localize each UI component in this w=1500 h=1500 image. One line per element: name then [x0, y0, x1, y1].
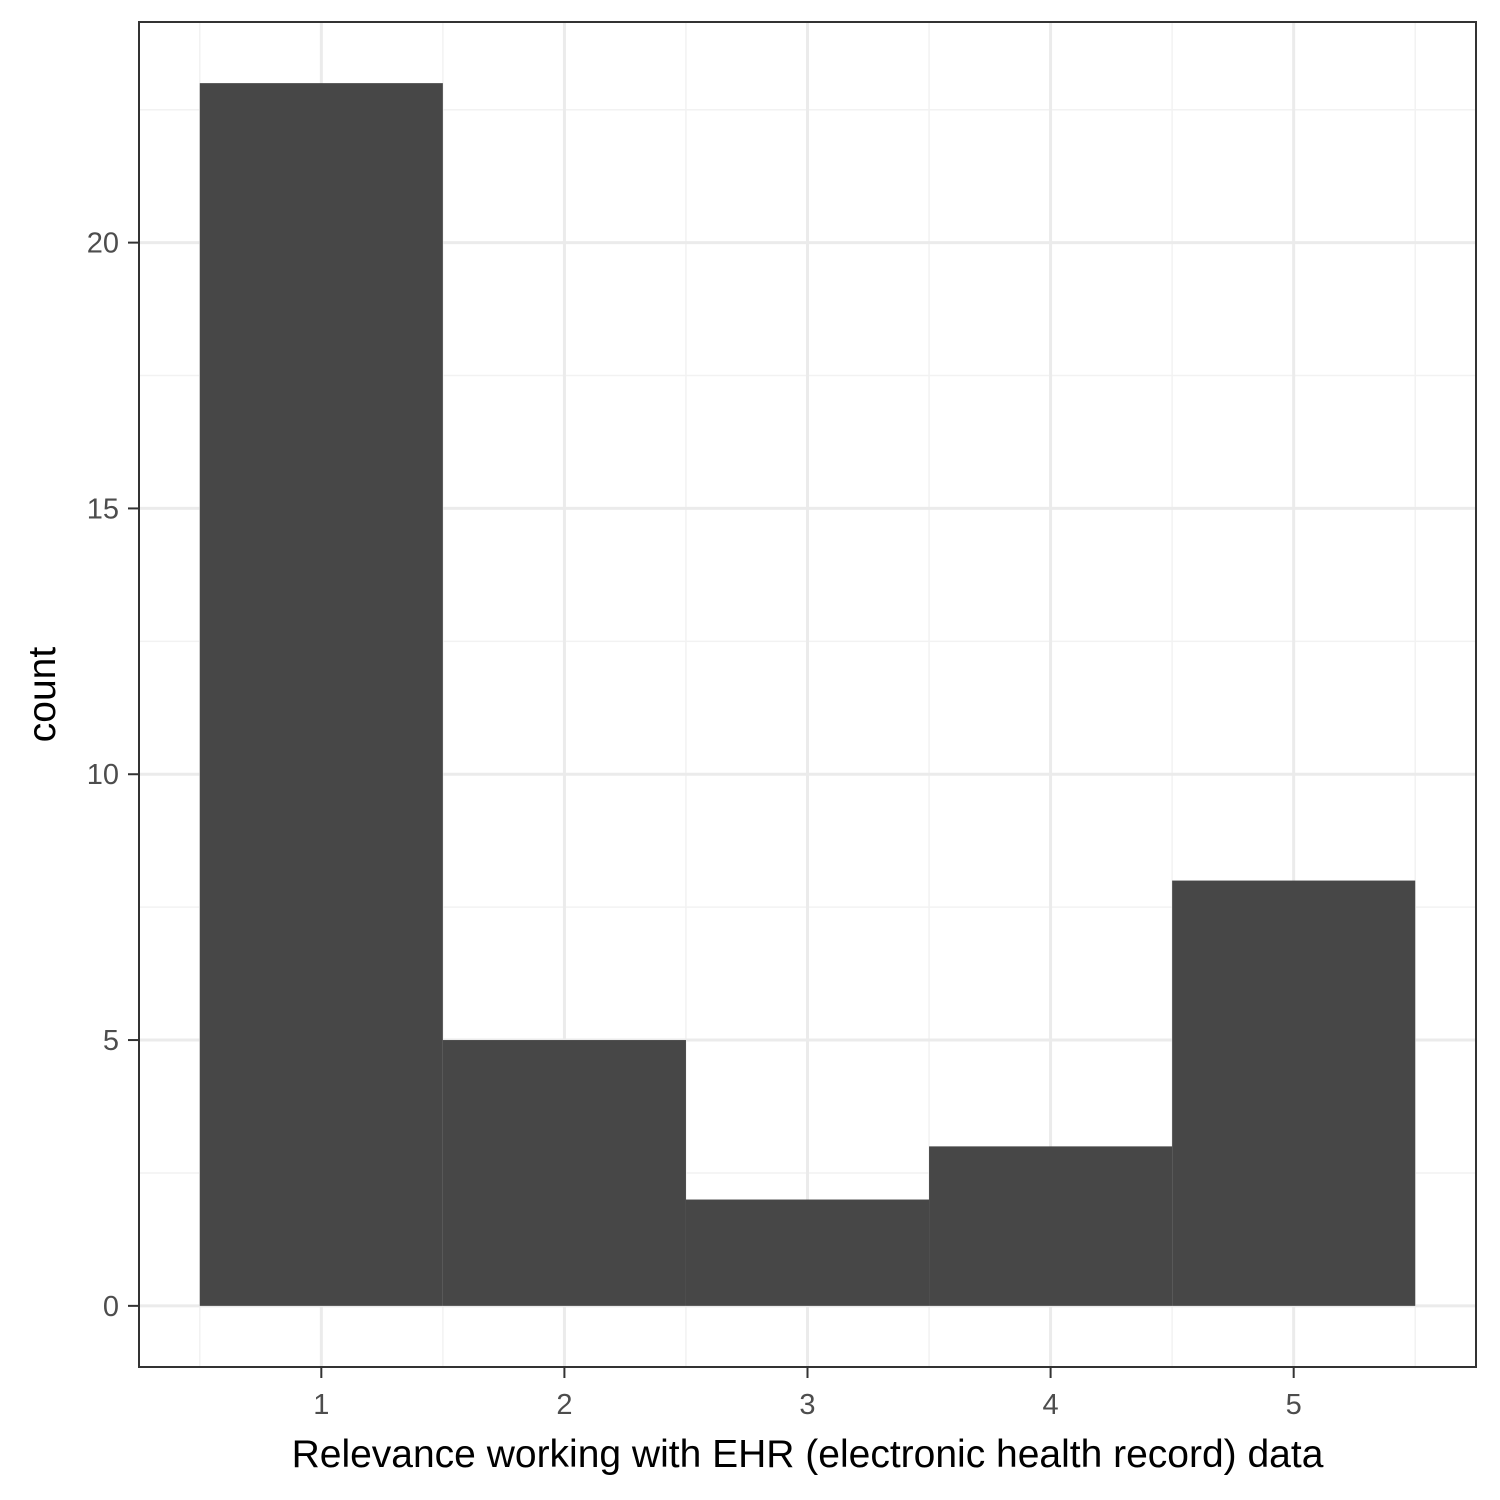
y-tick-label: 5 [103, 1025, 119, 1057]
x-axis-title: Relevance working with EHR (electronic h… [292, 1433, 1324, 1476]
y-tick-label: 20 [87, 228, 119, 260]
x-tick-label: 3 [799, 1389, 815, 1421]
x-tick-label: 1 [313, 1389, 329, 1421]
bars [199, 83, 1416, 1306]
bar-3 [685, 1199, 930, 1306]
y-tick-label: 15 [87, 493, 119, 525]
x-tick-label: 5 [1286, 1389, 1302, 1421]
bar-5 [1172, 880, 1416, 1306]
y-tick-label: 10 [87, 759, 119, 791]
bar-1 [199, 83, 443, 1306]
x-tick-label: 4 [1043, 1389, 1059, 1421]
y-axis-title: count [21, 647, 64, 743]
y-axis: 0 5 10 15 20 [87, 228, 139, 1323]
y-tick-label: 0 [103, 1291, 119, 1323]
x-axis: 1 2 3 4 5 [313, 1367, 1302, 1421]
bar-2 [442, 1040, 686, 1306]
x-tick-label: 2 [556, 1389, 572, 1421]
bar-4 [929, 1146, 1173, 1306]
